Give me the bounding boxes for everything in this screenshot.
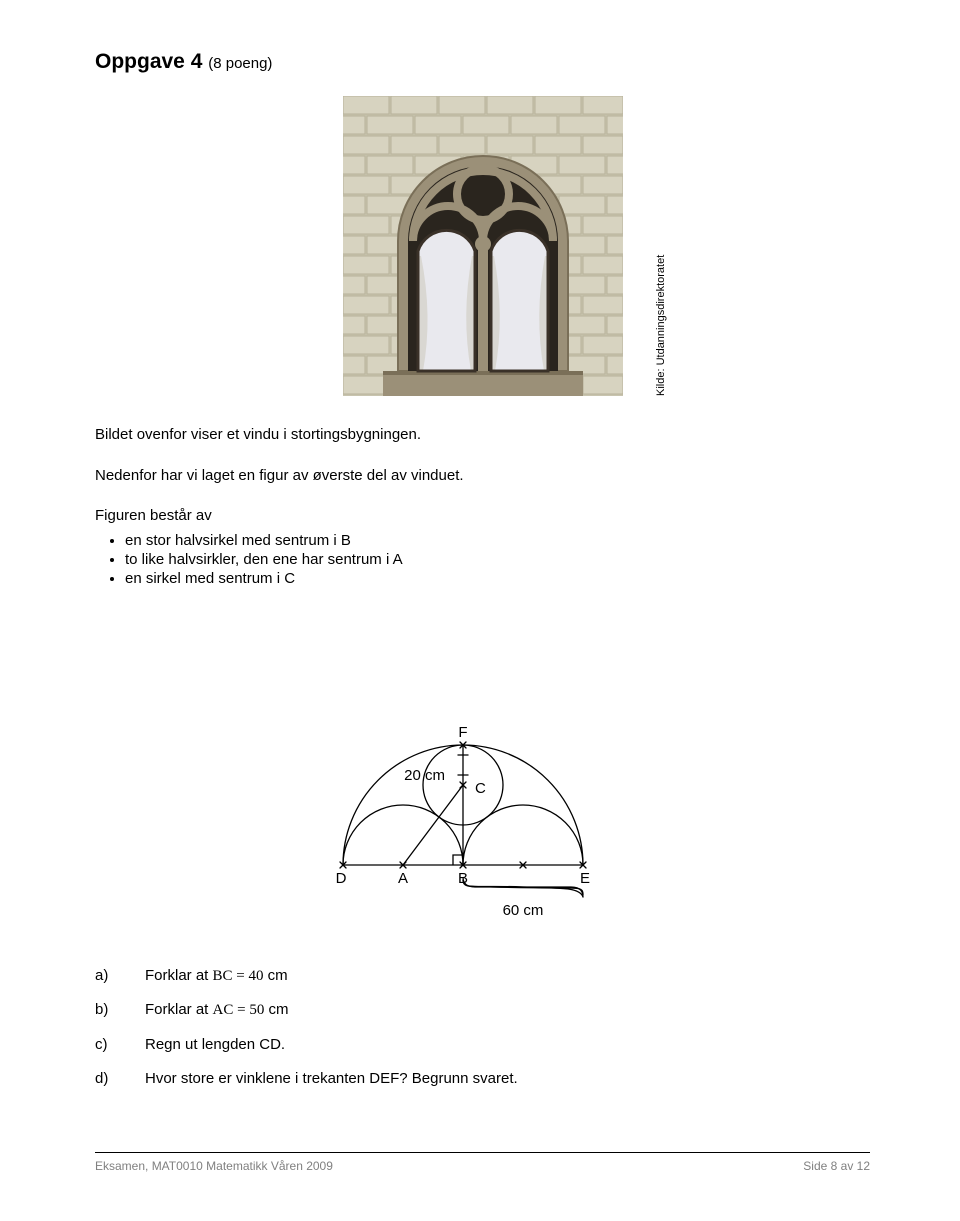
bullet-item: en stor halvsirkel med sentrum i B xyxy=(125,532,870,549)
q-letter: b) xyxy=(95,999,145,1022)
intro-p3: Figuren består av xyxy=(95,505,870,528)
question-b: b) Forklar at AC = 50 cm xyxy=(95,999,870,1022)
label-E: E xyxy=(579,870,589,887)
image-source: Kilde: Utdanningsdirektoratet xyxy=(655,255,667,396)
geometry-figure-svg: F C D A B E 20 cm 60 cm xyxy=(223,605,743,935)
label-20cm: 20 cm xyxy=(404,767,445,784)
label-60cm: 60 cm xyxy=(502,902,543,919)
label-A: A xyxy=(397,870,407,887)
footer-left: Eksamen, MAT0010 Matematikk Våren 2009 xyxy=(95,1159,333,1173)
q-text: Forklar at BC = 40 cm xyxy=(145,965,870,988)
page-footer: Eksamen, MAT0010 Matematikk Våren 2009 S… xyxy=(95,1152,870,1173)
intro-p2: Nedenfor har vi laget en figur av øverst… xyxy=(95,465,870,488)
footer-right: Side 8 av 12 xyxy=(803,1159,870,1173)
question-d: d) Hvor store er vinklene i trekanten DE… xyxy=(95,1068,870,1091)
label-C: C xyxy=(475,780,486,797)
question-a: a) Forklar at BC = 40 cm xyxy=(95,965,870,988)
intro-p1: Bildet ovenfor viser et vindu i storting… xyxy=(95,424,870,447)
task-title: Oppgave 4 (8 poeng) xyxy=(95,50,870,74)
title-points: (8 poeng) xyxy=(208,55,272,72)
geometry-figure: F C D A B E 20 cm 60 cm xyxy=(95,605,870,935)
q-letter: d) xyxy=(95,1068,145,1091)
q-text: Regn ut lengden CD. xyxy=(145,1034,870,1057)
label-F: F xyxy=(458,724,467,741)
bullet-item: en sirkel med sentrum i C xyxy=(125,570,870,587)
label-D: D xyxy=(335,870,346,887)
q-letter: a) xyxy=(95,965,145,988)
q-letter: c) xyxy=(95,1034,145,1057)
q-text: Forklar at AC = 50 cm xyxy=(145,999,870,1022)
question-list: a) Forklar at BC = 40 cm b) Forklar at A… xyxy=(95,965,870,1091)
bullet-list: en stor halvsirkel med sentrum i B to li… xyxy=(95,532,870,587)
bullet-item: to like halvsirkler, den ene har sentrum… xyxy=(125,551,870,568)
q-text: Hvor store er vinklene i trekanten DEF? … xyxy=(145,1068,870,1091)
photo-area: Kilde: Utdanningsdirektoratet xyxy=(95,96,870,406)
title-main: Oppgave 4 xyxy=(95,50,202,73)
exam-page: Oppgave 4 (8 poeng) xyxy=(0,0,960,1221)
window-photo-svg xyxy=(343,96,623,396)
window-photo xyxy=(343,96,623,396)
label-B: B xyxy=(457,870,467,887)
question-c: c) Regn ut lengden CD. xyxy=(95,1034,870,1057)
